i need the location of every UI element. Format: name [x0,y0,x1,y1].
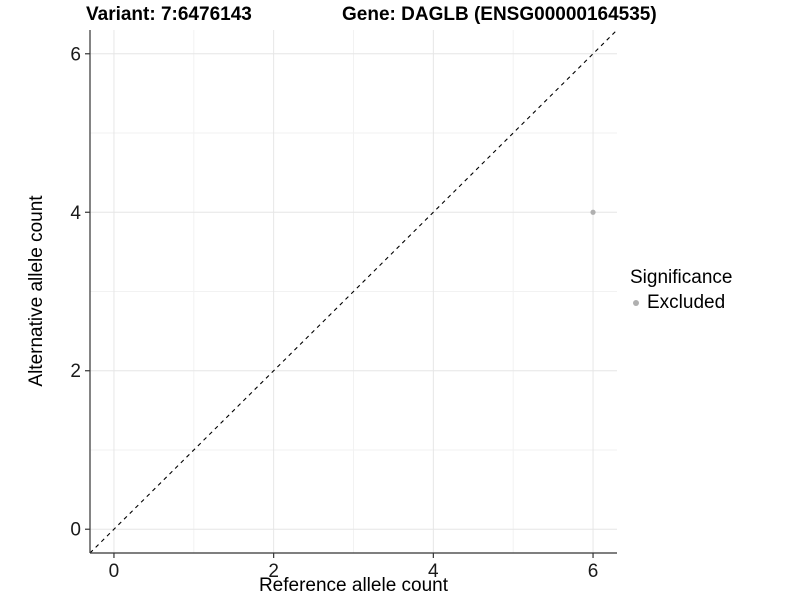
y-tick-label: 4 [70,203,81,224]
legend-title: Significance [630,267,733,288]
data-point [590,209,596,215]
legend-item-excluded: Excluded [630,292,732,314]
y-tick-label: 6 [70,44,81,65]
legend: Significance Excluded [630,267,732,314]
y-tick-label: 0 [70,520,81,541]
x-tick-label: 4 [428,561,439,582]
plot-title-variant: Variant: 7:6476143 [86,4,252,25]
y-tick-label: 2 [70,361,81,382]
y-axis-title: Alternative allele count [26,195,47,387]
identity-line [89,29,618,554]
x-tick-label: 6 [588,561,599,582]
plot-title-gene: Gene: DAGLB (ENSG00000164535) [342,4,657,25]
x-tick-label: 2 [268,561,279,582]
legend-key [630,300,647,306]
legend-point-icon [633,300,639,306]
legend-item-label: Excluded [647,292,726,313]
x-axis-title: Reference allele count [258,575,449,596]
x-tick-label: 0 [109,561,120,582]
